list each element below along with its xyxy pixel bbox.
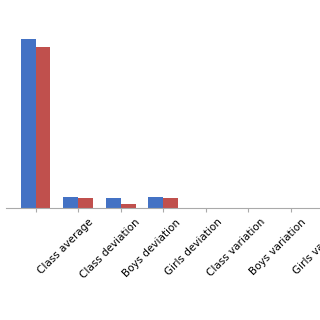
Bar <box>63 197 78 208</box>
Bar <box>163 198 178 208</box>
Bar <box>106 198 121 208</box>
Bar <box>148 197 163 208</box>
Bar <box>121 204 136 208</box>
Bar <box>21 39 36 208</box>
Bar <box>78 198 93 208</box>
Bar <box>36 47 51 208</box>
